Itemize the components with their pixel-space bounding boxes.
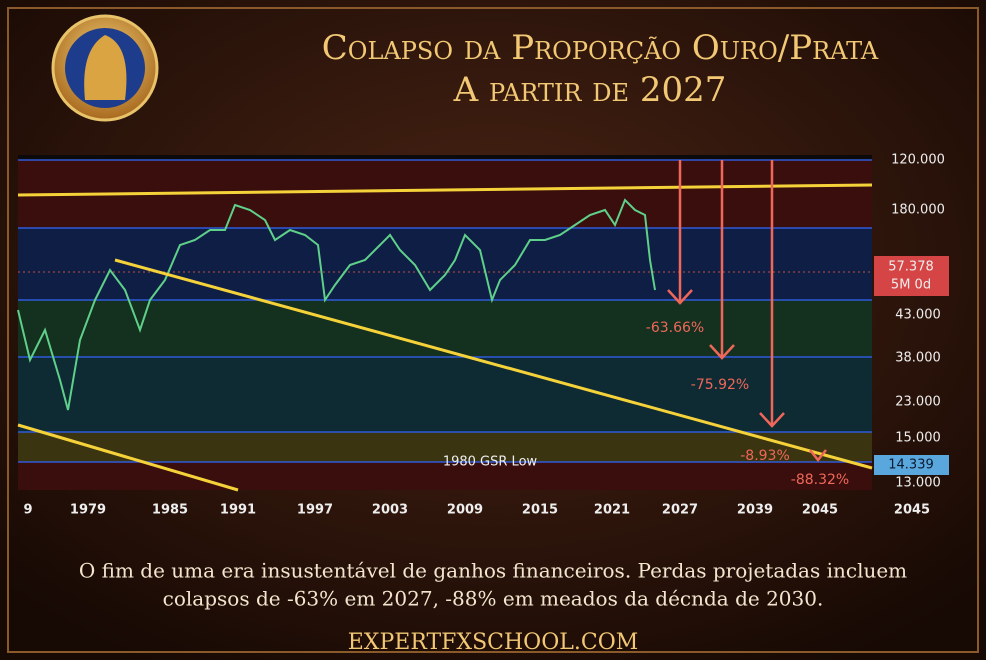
x-tick-label: 2015 [522, 503, 558, 518]
x-tick-label: 2021 [594, 503, 630, 518]
y-tick-label: 120.000 [891, 153, 945, 168]
x-tick-label: 2009 [447, 503, 483, 518]
x-tick-label: 1991 [220, 503, 256, 518]
frame [7, 7, 979, 653]
annotation: -8.93% [740, 448, 790, 464]
annotation: -88.32% [791, 472, 849, 488]
y-tick-label: 13.000 [895, 476, 941, 491]
caption: colapsos de -63% em 2027, -88% em meados… [163, 587, 824, 611]
x-tick-label: 1979 [70, 503, 106, 518]
y-tick-label: 180.000 [891, 203, 945, 218]
x-tick-label: 2045 [894, 503, 930, 518]
price-label: 57.378 [888, 260, 934, 275]
x-tick-label: 1985 [152, 503, 188, 518]
title: Colapso da Proporção Ouro/Prata [322, 28, 879, 68]
low-label: 14.339 [888, 458, 934, 473]
x-tick-label: 1997 [297, 503, 333, 518]
logo [51, 14, 159, 122]
caption: O fim de uma era insustentável de ganhos… [79, 559, 907, 583]
y-tick-label: 38.000 [895, 351, 941, 366]
x-tick-label: 9 [23, 503, 32, 518]
annotation: -75.92% [691, 377, 749, 393]
price-sub: 5M 0d [891, 278, 931, 293]
annotation: -63.66% [646, 320, 704, 336]
footer: EXPERTFXSCHOOL.COM [348, 630, 639, 655]
y-tick-label: 23.000 [895, 395, 941, 410]
title: A partir de 2027 [453, 70, 727, 110]
x-tick-label: 2045 [802, 503, 838, 518]
chart-area [17, 155, 949, 492]
x-tick-label: 2039 [737, 503, 773, 518]
x-tick-label: 2003 [372, 503, 408, 518]
y-tick-label: 43.000 [895, 308, 941, 323]
labels: 120.000 180.000 43.000 38.000 23.000 15.000 13… [23, 153, 944, 518]
x-tick-label: 2027 [662, 503, 698, 518]
y-tick-label: 15.000 [895, 431, 941, 446]
gsr-label: 1980 GSR Low [443, 455, 538, 470]
